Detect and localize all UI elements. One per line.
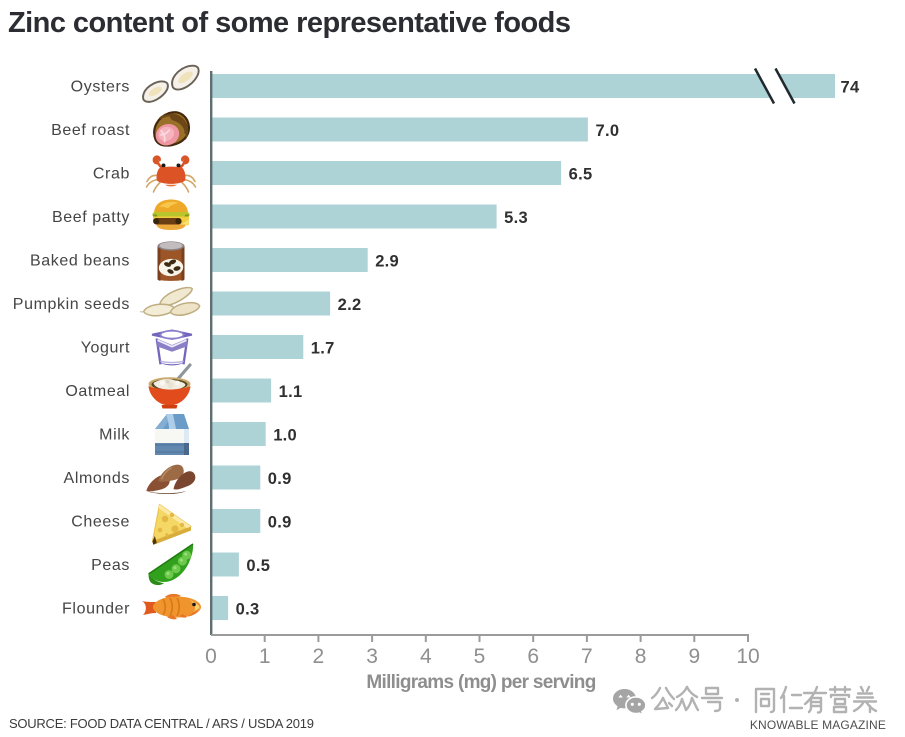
svg-text:10: 10 bbox=[736, 645, 759, 668]
svg-text:2: 2 bbox=[313, 645, 325, 668]
svg-text:2.2: 2.2 bbox=[338, 296, 362, 314]
svg-text:0.5: 0.5 bbox=[246, 557, 270, 575]
svg-text:Flounder: Flounder bbox=[62, 601, 130, 618]
svg-text:1: 1 bbox=[259, 645, 271, 668]
svg-text:Oysters: Oysters bbox=[71, 79, 130, 96]
svg-text:Crab: Crab bbox=[93, 166, 130, 183]
svg-text:7: 7 bbox=[581, 645, 593, 668]
svg-text:74: 74 bbox=[841, 79, 860, 97]
svg-text:Zinc content of some represent: Zinc content of some representative food… bbox=[8, 7, 570, 39]
svg-text:0.9: 0.9 bbox=[268, 514, 292, 532]
svg-text:5.3: 5.3 bbox=[504, 209, 528, 227]
svg-text:Almonds: Almonds bbox=[64, 470, 130, 487]
svg-text:Baked beans: Baked beans bbox=[30, 253, 130, 270]
svg-text:Milk: Milk bbox=[99, 427, 130, 444]
svg-text:Oatmeal: Oatmeal bbox=[65, 383, 130, 400]
svg-text:SOURCE: FOOD DATA CENTRAL / AR: SOURCE: FOOD DATA CENTRAL / ARS / USDA 2… bbox=[9, 716, 314, 731]
svg-text:KNOWABLE MAGAZINE: KNOWABLE MAGAZINE bbox=[750, 718, 886, 732]
svg-text:Pumpkin seeds: Pumpkin seeds bbox=[13, 296, 130, 313]
svg-text:5: 5 bbox=[474, 645, 486, 668]
svg-text:Milligrams (mg) per serving: Milligrams (mg) per serving bbox=[366, 672, 595, 693]
svg-text:Cheese: Cheese bbox=[71, 514, 130, 531]
svg-text:6: 6 bbox=[527, 645, 539, 668]
svg-text:Peas: Peas bbox=[91, 557, 130, 574]
svg-text:7.0: 7.0 bbox=[596, 122, 620, 140]
svg-text:Beef roast: Beef roast bbox=[51, 122, 130, 139]
svg-text:6.5: 6.5 bbox=[569, 166, 593, 184]
svg-text:Beef patty: Beef patty bbox=[52, 209, 130, 226]
svg-text:1.0: 1.0 bbox=[273, 427, 297, 445]
svg-text:0.3: 0.3 bbox=[236, 601, 260, 619]
svg-text:0.9: 0.9 bbox=[268, 470, 292, 488]
svg-text:1.7: 1.7 bbox=[311, 340, 335, 358]
svg-text:3: 3 bbox=[366, 645, 378, 668]
svg-text:2.9: 2.9 bbox=[375, 253, 399, 271]
svg-text:Yogurt: Yogurt bbox=[81, 340, 130, 357]
svg-text:0: 0 bbox=[205, 645, 217, 668]
svg-text:8: 8 bbox=[635, 645, 647, 668]
svg-text:4: 4 bbox=[420, 645, 432, 668]
svg-text:1.1: 1.1 bbox=[279, 383, 303, 401]
svg-text:9: 9 bbox=[688, 645, 700, 668]
